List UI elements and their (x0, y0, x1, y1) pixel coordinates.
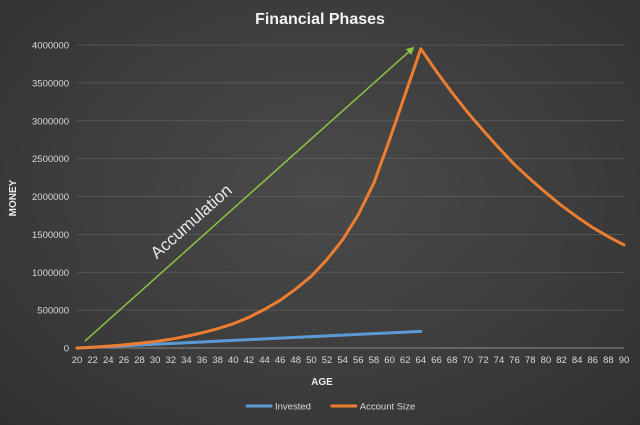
x-tick-label: 90 (619, 355, 630, 366)
x-tick-label: 30 (150, 355, 161, 366)
x-tick-label: 70 (462, 355, 473, 366)
x-tick-label: 34 (181, 355, 192, 366)
x-tick-label: 72 (478, 355, 489, 366)
x-tick-label: 58 (369, 355, 380, 366)
x-tick-label: 40 (228, 355, 239, 366)
x-tick-label: 66 (431, 355, 442, 366)
y-tick-label: 2000000 (32, 192, 69, 203)
x-tick-label: 84 (572, 355, 583, 366)
annotation-label: Accumulation (147, 180, 236, 262)
x-axis-ticks: 20 22 24 26 28 30 32 34 36 38 40 42 44 46 48 50 52 54 56 58… (72, 355, 630, 366)
x-tick-label: 20 (72, 355, 83, 366)
x-tick-label: 44 (259, 355, 270, 366)
x-tick-label: 78 (525, 355, 536, 366)
y-tick-label: 2500000 (32, 154, 69, 165)
x-tick-label: 82 (556, 355, 567, 366)
legend: Invested Account Size (245, 402, 415, 413)
x-tick-label: 68 (447, 355, 458, 366)
y-tick-label: 0 (64, 344, 69, 355)
y-axis-ticks: 0 500000 1000000 1500000 2000000 2500000 30000… (32, 41, 69, 355)
gridlines (77, 44, 624, 349)
x-tick-label: 60 (384, 355, 395, 366)
x-tick-label: 48 (291, 355, 302, 366)
series-line-account-size (75, 47, 626, 350)
x-tick-label: 32 (165, 355, 176, 366)
x-tick-label: 86 (587, 355, 598, 366)
x-tick-label: 52 (322, 355, 333, 366)
x-tick-label: 22 (87, 355, 98, 366)
x-tick-label: 50 (306, 355, 317, 366)
y-tick-label: 1000000 (32, 268, 69, 279)
x-tick-label: 36 (197, 355, 208, 366)
x-tick-label: 88 (603, 355, 614, 366)
y-axis-title: MONEY (8, 179, 19, 216)
series-lines (75, 47, 626, 350)
x-tick-label: 24 (103, 355, 114, 366)
annotations: Accumulation (84, 46, 415, 342)
x-tick-label: 62 (400, 355, 411, 366)
y-tick-label: 4000000 (32, 41, 69, 52)
x-tick-label: 74 (494, 355, 505, 366)
legend-label: Account Size (360, 402, 415, 413)
y-tick-label: 3000000 (32, 116, 69, 127)
x-tick-label: 28 (134, 355, 145, 366)
y-tick-label: 500000 (37, 306, 69, 317)
y-tick-label: 3500000 (32, 78, 69, 89)
annotation-arrow (84, 46, 415, 342)
x-tick-label: 54 (337, 355, 348, 366)
x-axis-title: AGE (311, 377, 333, 388)
x-tick-label: 76 (509, 355, 520, 366)
x-tick-label: 56 (353, 355, 364, 366)
x-tick-label: 38 (212, 355, 223, 366)
x-tick-label: 26 (119, 355, 130, 366)
chart-title: Financial Phases (255, 11, 385, 28)
x-tick-label: 42 (244, 355, 255, 366)
y-tick-label: 1500000 (32, 230, 69, 241)
x-tick-label: 46 (275, 355, 286, 366)
x-tick-label: 64 (416, 355, 427, 366)
legend-label: Invested (275, 402, 311, 413)
x-tick-label: 80 (541, 355, 552, 366)
